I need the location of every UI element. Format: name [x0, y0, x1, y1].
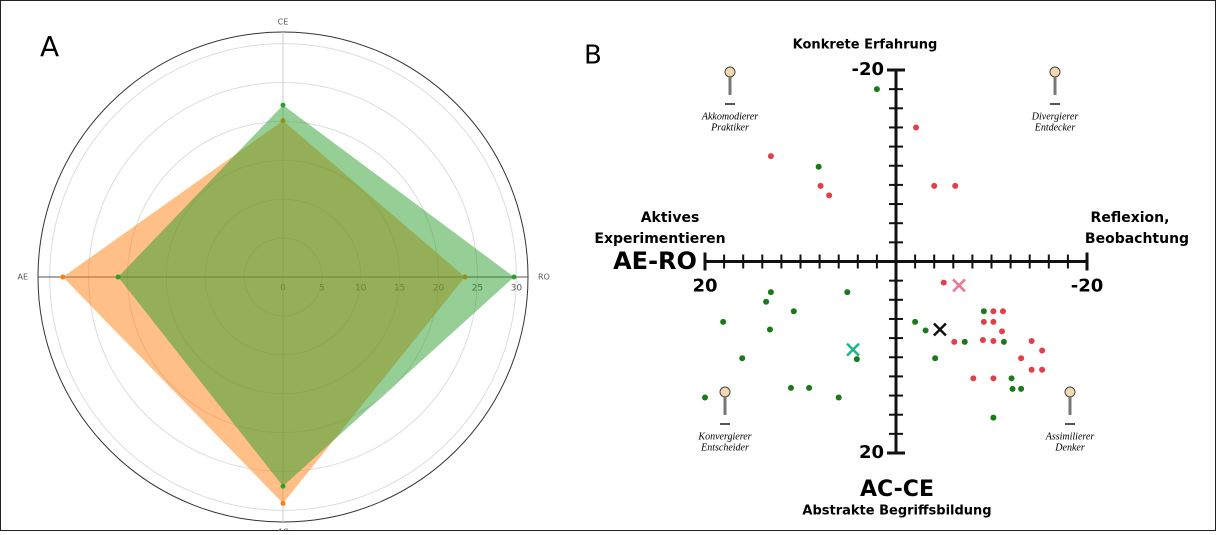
point	[912, 319, 918, 325]
right-label: Beobachtung	[1085, 231, 1189, 247]
point	[990, 338, 996, 344]
point	[980, 337, 986, 343]
point	[1001, 339, 1007, 345]
point	[767, 326, 773, 332]
radar-point	[116, 275, 121, 280]
bottom-label: Abstrakte Begriffsbildung	[802, 504, 991, 519]
point	[739, 355, 745, 361]
point	[981, 319, 987, 325]
icon-head	[725, 67, 735, 77]
quadrant-label: Denker	[1054, 442, 1085, 453]
point	[720, 319, 726, 325]
axis-label: AE	[17, 273, 28, 282]
point	[791, 308, 797, 314]
y-axis-label: AC-CE	[860, 477, 934, 502]
point	[951, 339, 957, 345]
quadrant-label: Entscheider	[700, 442, 749, 453]
quadrant-label: Konvergierer	[697, 431, 751, 442]
figure: A B Konkrete Erfahrung Abstrakte Begriff…	[0, 0, 1216, 531]
axis-label: AC	[278, 528, 289, 532]
point	[990, 375, 996, 381]
point	[970, 375, 976, 381]
icon-head	[720, 387, 730, 397]
point	[990, 308, 996, 314]
point	[923, 327, 929, 333]
quadrant-label: Divergierer	[1031, 111, 1079, 122]
point	[962, 339, 968, 345]
point	[874, 86, 880, 92]
point	[990, 319, 996, 325]
x-axis-label: AE-RO	[613, 247, 697, 275]
radar-point	[281, 103, 286, 108]
quadrant-label: Akkomodierer	[701, 111, 758, 122]
radar-point	[281, 501, 286, 506]
point	[1000, 308, 1006, 314]
cross-marker	[953, 279, 965, 291]
point	[990, 415, 996, 421]
point	[1009, 375, 1015, 381]
point	[768, 153, 774, 159]
point	[1018, 355, 1024, 361]
page: {"chart_data": [ {"type": "radar", "pane…	[0, 0, 1216, 531]
point	[818, 183, 824, 189]
point	[1029, 367, 1035, 373]
cross-marker	[934, 323, 946, 335]
left-label: Aktives	[641, 210, 700, 226]
right-label: Reflexion,	[1091, 210, 1170, 226]
point	[836, 394, 842, 400]
point	[854, 356, 860, 362]
point	[1010, 386, 1016, 392]
point	[844, 289, 850, 295]
icon-head	[1065, 387, 1075, 397]
point	[999, 328, 1005, 334]
radar-point	[281, 484, 286, 489]
radar-point	[512, 275, 517, 280]
x-tick-label: 20	[692, 276, 717, 297]
panel-label: B	[584, 41, 602, 71]
point	[816, 164, 822, 170]
radar-point	[60, 275, 65, 280]
point	[768, 289, 774, 295]
y-tick-label: -20	[851, 59, 884, 80]
y-tick-label: 20	[859, 442, 884, 463]
left-label: Experimentieren	[594, 231, 725, 247]
point	[1029, 338, 1035, 344]
point	[788, 385, 794, 391]
quadrant-label: Assimilierer	[1045, 431, 1095, 442]
point	[702, 394, 708, 400]
point	[941, 280, 947, 286]
point	[1039, 348, 1045, 354]
point	[1039, 367, 1045, 373]
quadrant-label: Praktiker	[710, 122, 749, 133]
icon-head	[1050, 67, 1060, 77]
point	[932, 355, 938, 361]
point	[763, 299, 769, 305]
point	[952, 183, 958, 189]
top-label: Konkrete Erfahrung	[793, 38, 938, 53]
cross-marker	[847, 344, 859, 356]
axis-label: CE	[278, 18, 289, 27]
r-tick-label: 30	[511, 284, 523, 294]
x-tick-label: -20	[1071, 276, 1104, 297]
point	[931, 183, 937, 189]
point	[981, 308, 987, 314]
point	[913, 124, 919, 130]
point	[1018, 386, 1024, 392]
point	[806, 385, 812, 391]
panel-label: A	[40, 30, 59, 63]
point	[826, 192, 832, 198]
axis-label: RO	[538, 273, 550, 282]
quadrant-label: Entdecker	[1034, 122, 1076, 133]
